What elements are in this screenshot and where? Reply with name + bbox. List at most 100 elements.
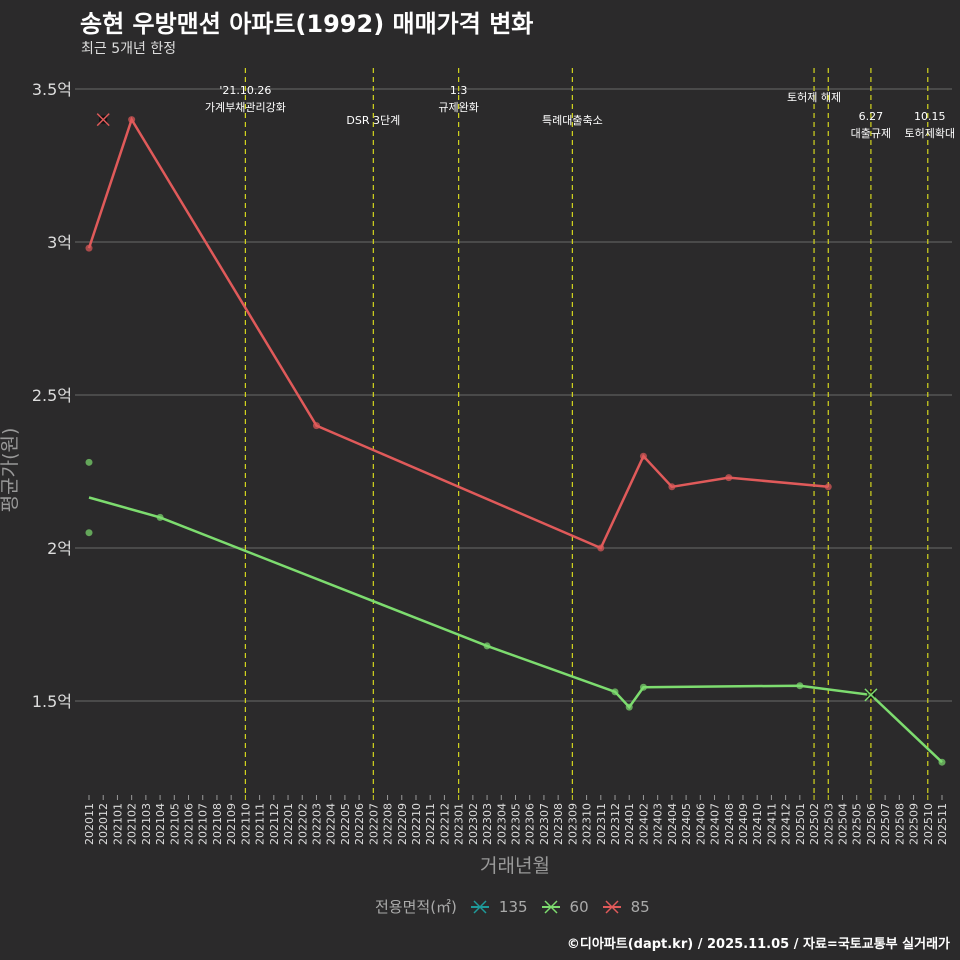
x-tick-label: 202402 bbox=[637, 803, 650, 845]
data-point-85 bbox=[597, 544, 605, 552]
footer-credit: ©디아파트(dapt.kr) / 2025.11.05 / 자료=국토교통부 실… bbox=[566, 937, 950, 952]
legend-title: 전용면적(㎡) bbox=[375, 898, 457, 916]
event-label: '21.10.26 bbox=[219, 84, 271, 97]
legend-label: 135 bbox=[498, 897, 528, 916]
event-label: 토허제확대 bbox=[904, 127, 955, 140]
y-tick-label: 1.5억 bbox=[32, 692, 72, 711]
x-tick-label: 202406 bbox=[694, 803, 707, 845]
x-tick-label: 202104 bbox=[154, 803, 167, 845]
x-tick-label: 202407 bbox=[709, 803, 722, 845]
x-tick-label: 202203 bbox=[310, 803, 323, 845]
x-tick-label: 202411 bbox=[765, 803, 778, 845]
x-tick-label: 202205 bbox=[339, 803, 352, 845]
x-tick-label: 202208 bbox=[382, 803, 395, 845]
data-point-85 bbox=[725, 474, 733, 482]
cross-marker-60 bbox=[864, 688, 878, 702]
data-point-85 bbox=[312, 422, 320, 430]
x-tick-label: 202307 bbox=[538, 803, 551, 845]
x-tick-label: 202412 bbox=[780, 803, 793, 845]
y-tick-label: 3억 bbox=[47, 233, 72, 252]
data-point-60 bbox=[483, 642, 491, 650]
x-tick-label: 202502 bbox=[808, 803, 821, 845]
event-label: 가계부채관리강화 bbox=[205, 101, 286, 114]
x-tick-label: 202108 bbox=[211, 803, 224, 845]
cross-icon bbox=[541, 899, 560, 914]
y-tick-label: 2억 bbox=[47, 539, 72, 558]
cross-icon bbox=[602, 899, 621, 914]
data-point-60 bbox=[156, 513, 164, 521]
data-point-85 bbox=[639, 452, 647, 460]
x-tick-label: 202505 bbox=[851, 803, 864, 845]
x-tick-label: 202111 bbox=[254, 803, 267, 845]
legend-item-85: 85 bbox=[601, 898, 650, 916]
event-label: 특례대출축소 bbox=[542, 114, 603, 127]
data-point-60 bbox=[611, 688, 619, 696]
x-tick-label: 202201 bbox=[282, 803, 295, 845]
x-tick-label: 202504 bbox=[836, 803, 849, 845]
data-point-85 bbox=[824, 483, 832, 491]
event-label: 10.15 bbox=[914, 110, 946, 123]
x-tick-label: 202206 bbox=[353, 803, 366, 845]
x-tick-label: 202507 bbox=[879, 803, 892, 845]
x-tick-label: 202106 bbox=[183, 803, 196, 845]
x-tick-label: 202109 bbox=[225, 803, 238, 845]
x-tick-label: 202204 bbox=[325, 803, 338, 845]
legend-item-60: 60 bbox=[540, 898, 589, 916]
x-tick-label: 202207 bbox=[367, 803, 380, 845]
y-tick-label: 2.5억 bbox=[32, 386, 72, 405]
x-tick-label: 202503 bbox=[822, 803, 835, 845]
series-line-85 bbox=[87, 116, 829, 550]
x-tick-label: 202309 bbox=[566, 803, 579, 845]
x-tick-label: 202501 bbox=[794, 803, 807, 845]
x-tick-label: 202308 bbox=[552, 803, 565, 845]
x-tick-label: 202403 bbox=[652, 803, 665, 845]
x-tick-label: 202101 bbox=[111, 803, 124, 845]
x-tick-label: 202012 bbox=[97, 803, 110, 845]
x-tick-label: 202508 bbox=[893, 803, 906, 845]
event-label: 토허제 해제 bbox=[787, 90, 841, 104]
x-tick-label: 202102 bbox=[126, 803, 139, 845]
cross-icon bbox=[470, 899, 489, 914]
x-tick-label: 202105 bbox=[168, 803, 181, 845]
x-tick-label: 202103 bbox=[140, 803, 153, 845]
x-tick-label: 202305 bbox=[510, 803, 523, 845]
x-tick-label: 202311 bbox=[595, 803, 608, 845]
data-point-60 bbox=[85, 458, 93, 466]
x-tick-label: 202210 bbox=[410, 803, 423, 845]
data-point-60 bbox=[625, 703, 633, 711]
x-tick-label: 202112 bbox=[268, 803, 281, 845]
legend: 전용면적(㎡) 135 60 85 bbox=[375, 896, 650, 917]
data-point-85 bbox=[668, 483, 676, 491]
event-label: 대출규제 bbox=[851, 127, 891, 140]
x-tick-label: 202107 bbox=[197, 803, 210, 845]
x-tick-label: 202404 bbox=[666, 803, 679, 845]
x-tick-label: 202304 bbox=[495, 803, 508, 845]
x-tick-label: 202509 bbox=[908, 803, 921, 845]
x-tick-label: 202011 bbox=[83, 803, 96, 845]
x-axis-title: 거래년월 bbox=[480, 855, 550, 877]
data-point-60 bbox=[639, 683, 647, 691]
x-tick-label: 202303 bbox=[481, 803, 494, 845]
x-tick-label: 202211 bbox=[424, 803, 437, 845]
x-tick-label: 202110 bbox=[239, 803, 252, 845]
y-axis-title: 평균가(원) bbox=[0, 428, 21, 513]
data-point-60 bbox=[938, 758, 946, 766]
cross-marker-85 bbox=[96, 113, 110, 127]
event-label: 1.3 bbox=[450, 84, 468, 97]
x-tick-label: 202409 bbox=[737, 803, 750, 845]
x-tick-label: 202310 bbox=[581, 803, 594, 845]
x-tick-label: 202410 bbox=[751, 803, 764, 845]
x-tick-label: 202209 bbox=[396, 803, 409, 845]
event-label: 규제완화 bbox=[438, 101, 478, 114]
x-tick-label: 202511 bbox=[936, 803, 949, 845]
data-point-85 bbox=[85, 244, 93, 252]
data-point-85 bbox=[128, 116, 136, 124]
x-tick-label: 202202 bbox=[296, 803, 309, 845]
x-tick-label: 202506 bbox=[865, 803, 878, 845]
legend-label: 60 bbox=[569, 897, 589, 916]
x-tick-label: 202212 bbox=[438, 803, 451, 845]
legend-label: 85 bbox=[630, 897, 650, 916]
chart-subtitle: 최근 5개년 한정 bbox=[81, 41, 177, 57]
data-point-60 bbox=[85, 529, 93, 537]
